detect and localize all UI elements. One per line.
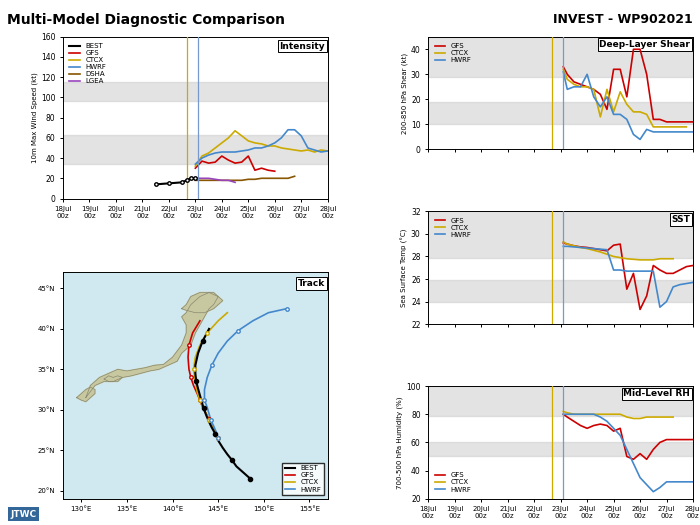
Y-axis label: 10m Max Wind Speed (kt): 10m Max Wind Speed (kt) [32, 72, 38, 163]
Bar [428, 386, 693, 416]
Polygon shape [86, 292, 218, 397]
Text: JTWC: JTWC [10, 510, 36, 519]
Bar [63, 82, 328, 101]
Text: Multi-Model Diagnostic Comparison: Multi-Model Diagnostic Comparison [7, 13, 285, 27]
Bar [428, 443, 693, 457]
Legend: GFS, CTCX, HWRF: GFS, CTCX, HWRF [432, 470, 474, 495]
Legend: BEST, GFS, CTCX, HWRF, DSHA, LGEA: BEST, GFS, CTCX, HWRF, DSHA, LGEA [66, 40, 109, 87]
Text: Intensity: Intensity [279, 41, 325, 50]
Y-axis label: 700-500 hPa Humidity (%): 700-500 hPa Humidity (%) [397, 396, 403, 489]
Legend: GFS, CTCX, HWRF: GFS, CTCX, HWRF [432, 215, 474, 240]
Legend: GFS, CTCX, HWRF: GFS, CTCX, HWRF [432, 40, 474, 66]
Bar [428, 212, 693, 258]
Text: INVEST - WP902021: INVEST - WP902021 [553, 13, 693, 26]
Polygon shape [104, 376, 122, 382]
Legend: BEST, GFS, CTCX, HWRF: BEST, GFS, CTCX, HWRF [282, 463, 324, 495]
Text: SST: SST [671, 215, 690, 224]
Bar [428, 37, 693, 77]
Text: Mid-Level RH: Mid-Level RH [624, 390, 690, 398]
Text: Track: Track [298, 279, 325, 288]
Bar [63, 135, 328, 164]
Text: Deep-Layer Shear: Deep-Layer Shear [599, 40, 690, 49]
Y-axis label: 200-850 hPa Shear (kt): 200-850 hPa Shear (kt) [402, 52, 408, 134]
Bar [428, 280, 693, 301]
Bar [428, 102, 693, 124]
Y-axis label: Sea Surface Temp (°C): Sea Surface Temp (°C) [401, 228, 408, 307]
Polygon shape [77, 387, 95, 402]
Polygon shape [182, 292, 223, 313]
